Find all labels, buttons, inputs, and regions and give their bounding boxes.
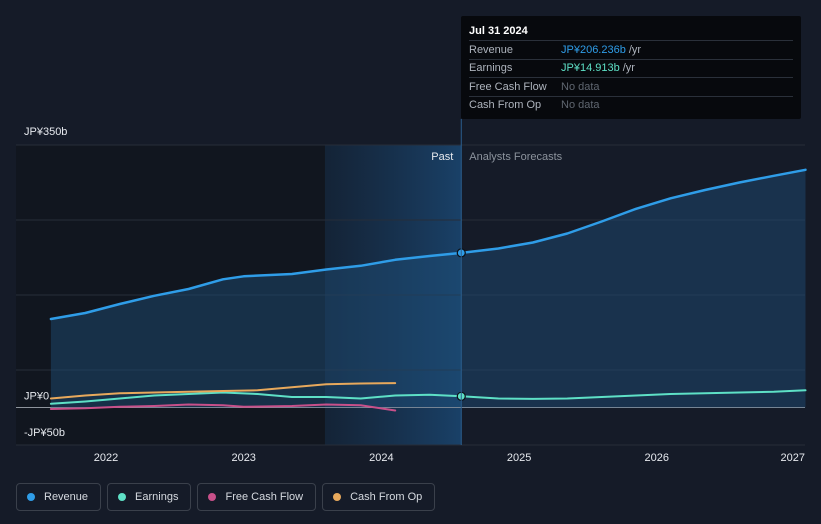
legend-label: Revenue [44,491,89,503]
tooltip-label: Free Cash Flow [469,80,547,93]
legend: Revenue Earnings Free Cash Flow Cash Fro… [16,483,436,511]
tooltip-row-free-cash-flow: Free Cash Flow No data [469,77,793,96]
tooltip-row-cash-from-op: Cash From Op No data [469,95,793,115]
free-cash-flow-line [49,403,397,412]
tooltip-value: No data [561,99,600,112]
revenue-area [50,169,806,408]
x-tick-label: 2027 [781,452,805,464]
series-lines [49,168,807,412]
legend-item-cash-from-op[interactable]: Cash From Op [322,483,436,511]
x-tick-label: 2025 [507,452,531,464]
legend-label: Free Cash Flow [225,491,304,503]
legend-dot-icon [333,493,342,501]
x-tick-label: 2026 [645,452,669,464]
tooltip-date: Jul 31 2024 [469,25,528,37]
legend-label: Earnings [135,491,179,503]
legend-dot-icon [27,493,35,501]
past-label: Past [431,151,453,163]
x-tick-label: 2024 [369,452,393,464]
tooltip-label: Earnings [469,62,513,75]
legend-item-earnings[interactable]: Earnings [107,483,192,511]
tooltip-value: No data [561,80,600,93]
legend-label: Cash From Op [350,491,423,503]
x-tick-label: 2023 [231,452,255,464]
x-axis-labels: 2022 2023 2024 2025 2026 2027 [94,452,805,464]
gridlines [16,144,805,446]
tooltip-value: JP¥206.236b [561,43,626,56]
legend-dot-icon [208,493,217,501]
tooltip-label: Revenue [469,43,514,56]
tooltip-row-revenue: Revenue JP¥206.236b /yr [469,40,793,59]
earnings-line [49,389,807,405]
cash-from-op-line [49,382,397,400]
y-tick-label: JP¥350b [24,126,67,138]
legend-item-revenue[interactable]: Revenue [16,483,102,511]
forecast-label: Analysts Forecasts [469,151,562,163]
tooltip-row-earnings: Earnings JP¥14.913b /yr [469,58,793,78]
tooltip: Jul 31 2024 Revenue JP¥206.236b /yr Earn… [461,16,801,119]
tooltip-unit: /yr [628,43,642,56]
x-tick-label: 2022 [94,452,118,464]
y-tick-label: JP¥0 [24,391,49,403]
tooltip-unit: /yr [622,62,635,75]
tooltip-label: Cash From Op [469,99,542,112]
revenue-line [49,168,807,321]
y-axis-labels: JP¥350b JP¥0 -JP¥50b [24,126,67,439]
legend-item-free-cash-flow[interactable]: Free Cash Flow [197,483,317,511]
y-tick-label: -JP¥50b [24,427,65,439]
tooltip-value: JP¥14.913b [561,62,620,75]
series-areas [50,169,806,408]
legend-dot-icon [118,493,127,501]
